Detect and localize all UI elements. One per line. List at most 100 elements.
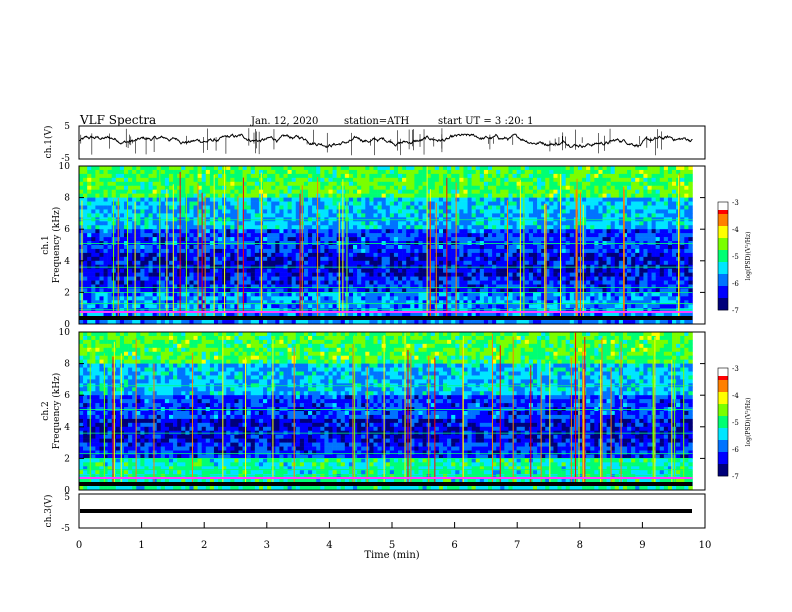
spectrogram-cell (246, 169, 252, 175)
spectrogram-cell (627, 173, 632, 179)
spectrogram-cell (377, 221, 382, 226)
spectrogram-cell (160, 268, 166, 273)
spectrogram-cell (267, 268, 272, 273)
spectrogram-cell (316, 177, 321, 183)
spectrogram-cell (267, 221, 272, 226)
spectrogram-cell (128, 288, 133, 293)
spectrogram-cell (447, 245, 452, 250)
spectrogram-cell (622, 225, 628, 230)
spectrogram-cell (667, 252, 673, 258)
spectrogram-cell (283, 288, 288, 293)
spectrogram-cell (471, 272, 477, 277)
spectrogram-cell (684, 181, 689, 187)
spectrogram-cell (520, 169, 526, 175)
spectrogram-cell (545, 169, 550, 175)
spectrogram-cell (618, 237, 624, 242)
spectrogram-cell (234, 201, 239, 206)
spectrogram-cell (541, 213, 546, 218)
spectrogram-cell (434, 268, 440, 273)
spectrogram-cell (553, 245, 558, 250)
spectrogram-cell (639, 225, 644, 230)
spectrogram-cell (107, 197, 113, 202)
spectrogram-cell (528, 237, 534, 242)
spectrogram-cell (631, 280, 636, 285)
spectrogram-cell (602, 197, 607, 202)
spectrogram-cell (389, 209, 395, 214)
spectrogram-cell (332, 209, 337, 214)
spectrogram-cell (136, 213, 141, 218)
spectrogram-cell (438, 256, 444, 262)
spectrogram-cell (549, 260, 554, 266)
spectrogram-cell (463, 177, 468, 183)
spectrogram-cell (181, 177, 186, 183)
spectrogram-cell (684, 166, 689, 171)
spectrogram-cell (659, 229, 665, 234)
spectrogram-cell (381, 268, 387, 273)
spectrogram-cell (377, 248, 382, 254)
spectrogram-cell (128, 166, 133, 171)
spectrogram-cell (651, 233, 656, 238)
spectrogram-cell (385, 193, 391, 198)
spectrogram-cell (680, 221, 685, 226)
spectrogram-cell (246, 201, 252, 206)
spectrogram-cell (393, 233, 399, 238)
spectrogram-cell (365, 276, 370, 281)
spectrogram-cell (181, 237, 186, 242)
spectrogram-cell (91, 233, 96, 238)
spectrogram-cell (234, 213, 239, 218)
spectrogram-cell (377, 173, 382, 179)
spectrogram-cell (672, 288, 677, 293)
spectrogram-cell (377, 193, 382, 198)
spectrogram-cell (610, 280, 616, 285)
spectrogram-cell (242, 248, 247, 254)
spectrogram-cell (385, 256, 391, 262)
spectrogram-cell (213, 268, 219, 273)
spectrogram-cell (132, 272, 137, 277)
spectrogram-cell (291, 213, 297, 218)
spectrogram-cell (377, 292, 382, 297)
spectrogram-cell (410, 177, 415, 183)
spectrogram-cell (483, 209, 489, 214)
spectrogram-cell (385, 268, 391, 273)
spectrogram-cell (504, 284, 509, 289)
spectrogram-cell (79, 248, 84, 254)
spectrogram-cell (144, 248, 149, 254)
spectrogram-cell (438, 205, 444, 210)
spectrogram-cell (647, 256, 652, 262)
spectrogram-cell (389, 276, 395, 281)
spectrogram-cell (410, 197, 415, 202)
spectrogram-cell (87, 233, 92, 238)
spectrogram-cell (492, 288, 497, 293)
spectrogram-cell (471, 193, 477, 198)
spectrogram-cell (438, 213, 444, 218)
spectrogram-cell (308, 201, 313, 206)
spectrogram-cell (271, 284, 276, 289)
spectrogram-cell (132, 260, 137, 266)
spectrogram-cell (643, 166, 648, 171)
spectrogram-cell (528, 166, 534, 171)
spectrogram-cell (95, 260, 100, 266)
spectrogram-cell (226, 268, 231, 273)
spectrogram-cell (627, 185, 632, 190)
spectrogram-cell (655, 288, 661, 293)
spectrogram-cell (528, 221, 534, 226)
spectrogram-cell (254, 177, 260, 183)
spectrogram-cell (414, 272, 419, 277)
spectrogram-cell (659, 245, 665, 250)
spectrogram-cell (635, 173, 640, 179)
spectrogram-cell (238, 213, 243, 218)
spectrogram-cell (438, 288, 444, 293)
spectrogram-cell (602, 181, 607, 187)
spectrogram-cell (622, 237, 628, 242)
spectrogram-cell (201, 197, 207, 202)
spectrogram-cell (635, 245, 640, 250)
spectrogram-cell (463, 237, 468, 242)
spectrogram-cell (160, 233, 166, 238)
spectrogram-cell (635, 185, 640, 190)
spectrogram-cell (119, 292, 125, 297)
spectrogram-cell (316, 173, 321, 179)
spectrogram-cell (263, 213, 268, 218)
spectrogram-cell (557, 276, 562, 281)
spectrogram-cell (471, 256, 477, 262)
